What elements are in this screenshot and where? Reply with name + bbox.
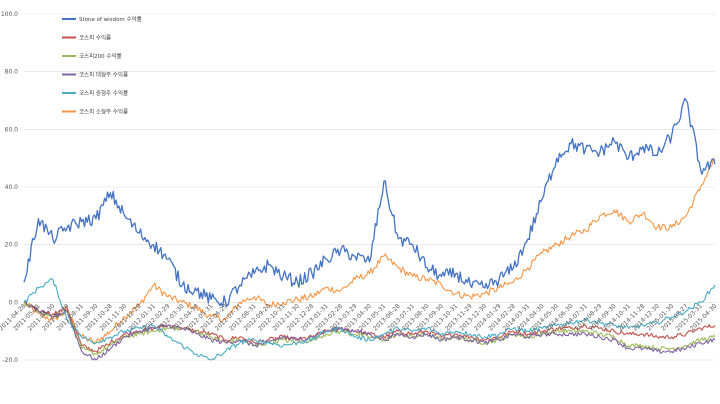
series-line-5 — [23, 157, 716, 344]
y-tick-label: 60.0 — [5, 126, 19, 133]
gridlines — [24, 13, 715, 361]
y-tick-label: 40.0 — [5, 184, 19, 191]
legend-label: 코스피 대형주 수익률 — [79, 71, 128, 79]
y-tick-label: 100.0 — [1, 11, 18, 18]
series-lines — [23, 97, 716, 361]
series-line-0 — [23, 97, 716, 308]
legend-label: 코스피200 수익률 — [79, 52, 122, 60]
series-line-3 — [23, 301, 716, 361]
legend-label: 코스피 중형주 수익률 — [79, 89, 128, 97]
y-tick-label: -20.0 — [2, 357, 18, 364]
y-tick-label: 0.0 — [8, 299, 18, 306]
x-axis-ticks: 2011-04-282011-05-312011-06-302011-07-29… — [0, 303, 719, 333]
series-line-4 — [23, 277, 716, 361]
legend-label: 코스피 소형주 수익률 — [79, 108, 128, 116]
legend-label: 코스피 수익률 — [79, 34, 111, 42]
legend-label: Stone of wisdom 수익률 — [79, 15, 142, 23]
y-tick-label: 80.0 — [5, 69, 19, 76]
y-tick-label: 20.0 — [5, 242, 19, 249]
y-axis-ticks: -20.0 0.0 20.0 40.0 60.0 80.0 100.0 — [1, 11, 18, 364]
series-line-2 — [23, 302, 716, 356]
